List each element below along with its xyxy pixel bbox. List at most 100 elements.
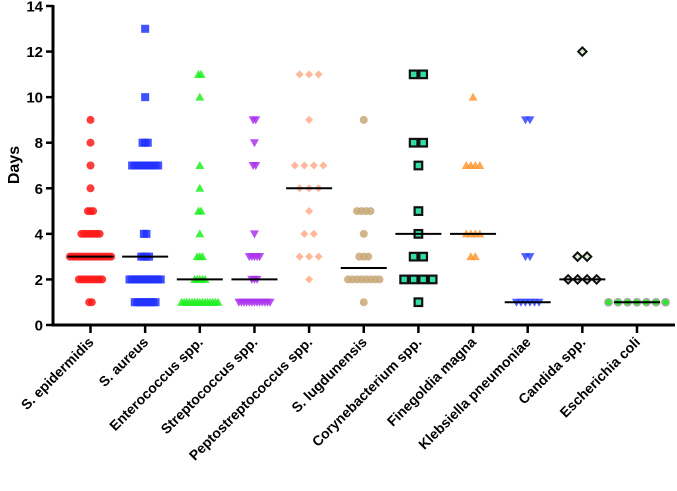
data-point xyxy=(305,115,314,124)
data-point xyxy=(314,252,323,261)
data-point xyxy=(141,93,150,102)
data-point xyxy=(195,161,205,169)
category-label: Streptococcus spp. xyxy=(157,334,260,437)
data-point xyxy=(195,229,205,238)
data-point xyxy=(142,229,151,238)
data-point xyxy=(418,137,429,148)
data-point xyxy=(525,253,535,262)
y-tick-label: 8 xyxy=(35,135,43,152)
y-tick-label: 10 xyxy=(26,90,43,107)
series-4 xyxy=(290,70,328,284)
series-8 xyxy=(511,116,544,307)
data-point xyxy=(141,24,150,33)
data-point xyxy=(154,161,163,170)
series-7 xyxy=(461,92,485,261)
data-point xyxy=(156,275,165,284)
data-point xyxy=(470,252,480,261)
data-point xyxy=(309,229,318,238)
data-point xyxy=(98,275,107,284)
data-point xyxy=(475,161,485,169)
y-tick-label: 4 xyxy=(35,226,44,243)
data-point xyxy=(295,252,304,261)
data-point xyxy=(525,116,535,125)
data-point xyxy=(305,70,314,79)
series-1 xyxy=(125,24,165,307)
data-point xyxy=(86,115,95,124)
series-9 xyxy=(562,45,603,286)
data-point xyxy=(604,297,613,307)
data-point xyxy=(413,297,424,308)
data-point xyxy=(86,161,95,170)
y-tick-label: 0 xyxy=(35,318,43,335)
series-2 xyxy=(177,69,223,306)
series-6 xyxy=(399,69,438,308)
data-point xyxy=(408,137,419,148)
data-point xyxy=(143,138,152,147)
data-point xyxy=(581,251,593,263)
data-point xyxy=(399,274,410,285)
median-lines xyxy=(67,187,660,304)
series-5 xyxy=(344,115,384,307)
data-point xyxy=(300,229,309,238)
category-label: Klebsiella pneumoniae xyxy=(415,334,534,453)
data-point xyxy=(375,275,384,284)
series-3 xyxy=(234,116,275,307)
data-point xyxy=(249,139,259,148)
data-point xyxy=(265,298,275,307)
data-point xyxy=(89,207,98,216)
data-point xyxy=(305,207,314,216)
data-point xyxy=(151,298,160,307)
data-point xyxy=(413,206,424,216)
y-tick-label: 14 xyxy=(26,0,43,16)
data-point xyxy=(255,253,265,262)
data-point xyxy=(468,92,478,101)
data-point xyxy=(300,161,309,170)
category-label: Enterococcus spp. xyxy=(106,334,206,434)
data-point xyxy=(408,69,419,80)
category-label: Corynebacterium spp. xyxy=(309,334,425,450)
data-point xyxy=(305,275,314,284)
data-point xyxy=(305,252,314,261)
data-point xyxy=(418,274,429,285)
series-0 xyxy=(65,115,116,307)
data-point xyxy=(86,184,95,193)
data-point xyxy=(197,252,207,261)
category-label: S. epidermidis xyxy=(18,334,97,413)
data-point xyxy=(87,298,96,307)
y-tick-label: 6 xyxy=(35,181,43,198)
data-point xyxy=(196,206,206,215)
data-point xyxy=(195,183,205,192)
data-point xyxy=(295,70,304,79)
x-axis xyxy=(51,323,675,333)
data-point xyxy=(661,297,670,307)
data-point xyxy=(195,92,205,101)
category-label: S. aureus xyxy=(95,334,151,390)
y-axis: 0 2 4 6 8 10 12 14 xyxy=(26,0,55,335)
data-point xyxy=(418,251,429,262)
data-points xyxy=(65,24,670,308)
data-point xyxy=(427,274,438,285)
data-point xyxy=(576,45,588,58)
data-point xyxy=(571,251,584,263)
data-point xyxy=(251,116,261,125)
data-point xyxy=(314,70,323,79)
data-point xyxy=(359,115,368,124)
data-point xyxy=(196,69,206,78)
data-point xyxy=(309,161,318,170)
data-point xyxy=(86,138,95,147)
data-point xyxy=(249,230,259,239)
data-point xyxy=(251,162,261,170)
data-point xyxy=(418,69,429,80)
data-point xyxy=(366,207,375,216)
data-point xyxy=(408,274,419,285)
data-point xyxy=(359,229,368,238)
y-tick-label: 12 xyxy=(26,44,43,61)
data-point xyxy=(213,297,223,306)
data-point xyxy=(359,298,368,307)
y-axis-title: Days xyxy=(6,146,23,184)
data-point xyxy=(413,160,424,171)
data-point xyxy=(364,252,373,261)
data-point xyxy=(319,161,328,170)
